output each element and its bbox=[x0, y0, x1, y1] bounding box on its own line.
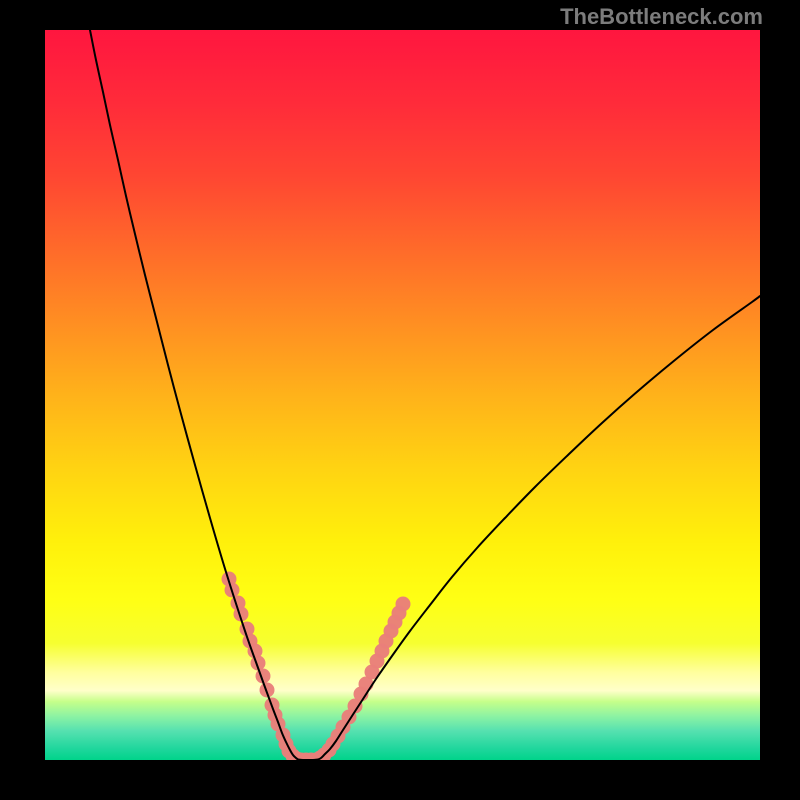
curve-bottom bbox=[298, 760, 318, 761]
chart-canvas: TheBottleneck.com bbox=[0, 0, 800, 800]
plot-area bbox=[45, 30, 760, 760]
watermark-text: TheBottleneck.com bbox=[560, 4, 763, 30]
curve-right bbox=[318, 296, 760, 760]
glitch-dot bbox=[396, 597, 411, 612]
curve-layer bbox=[45, 30, 760, 760]
curve-left bbox=[90, 30, 298, 760]
